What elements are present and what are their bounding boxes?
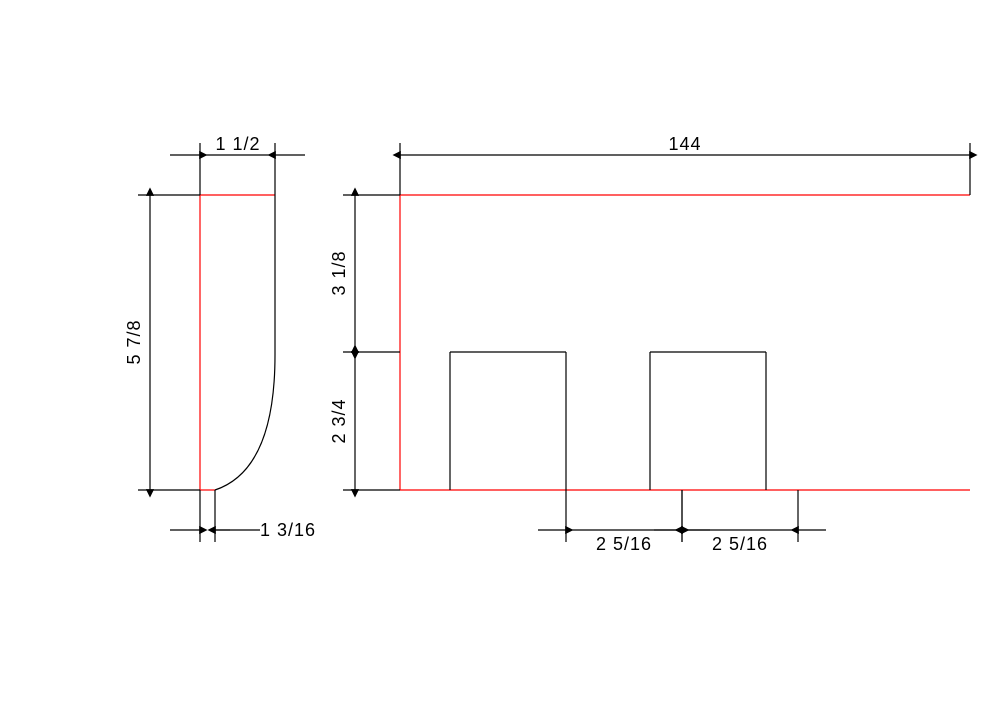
- dimension-label: 1 1/2: [215, 134, 260, 154]
- dimension-label: 3 1/8: [329, 250, 349, 295]
- dimension-label: 5 7/8: [124, 319, 144, 364]
- dimension-label: 2 5/16: [596, 534, 652, 554]
- dimension-label: 2 3/4: [329, 398, 349, 443]
- dimension-label: 2 5/16: [712, 534, 768, 554]
- dimension-label: 1 3/16: [260, 520, 316, 540]
- dimension-drawing: 1 1/2 5 7/8 1 3/16 144 3 1/8 2 3/4 2 5/16 2 5/1…: [0, 0, 982, 712]
- dimension-label: 144: [668, 134, 701, 154]
